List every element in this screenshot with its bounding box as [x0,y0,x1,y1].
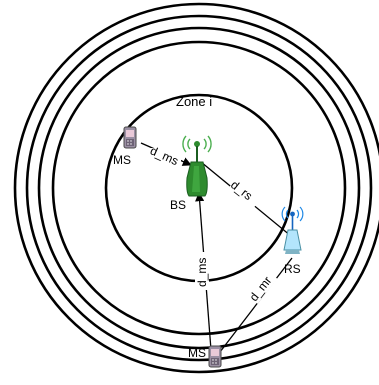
base-station-label: BS [170,198,186,212]
base-station-node: BS [170,135,212,212]
mobile-station-top-node: MS [113,126,137,167]
base-station-icon [182,135,212,197]
link-ms-bottom-to-rs [219,257,293,353]
zone-ring-outer [13,2,379,374]
relay-station-icon [281,206,304,254]
mobile-station-bottom-label: MS [188,346,206,360]
mobile-phone-icon [123,126,137,149]
mobile-phone-icon [208,345,222,368]
relay-station-label: RS [284,262,301,276]
zone-ring-2 [51,40,347,336]
zone-label: Zone i [176,94,212,109]
mobile-station-top-label: MS [113,153,131,167]
zone-ring-3 [37,26,361,350]
mobile-station-bottom-node: MS [188,345,222,368]
relay-station-node: RS [281,206,304,276]
zone-ring-4 [25,14,373,362]
link-label-d-ms-top: d_ms [148,143,181,168]
link-label-d-ms-bottom: d_ms [195,258,209,287]
